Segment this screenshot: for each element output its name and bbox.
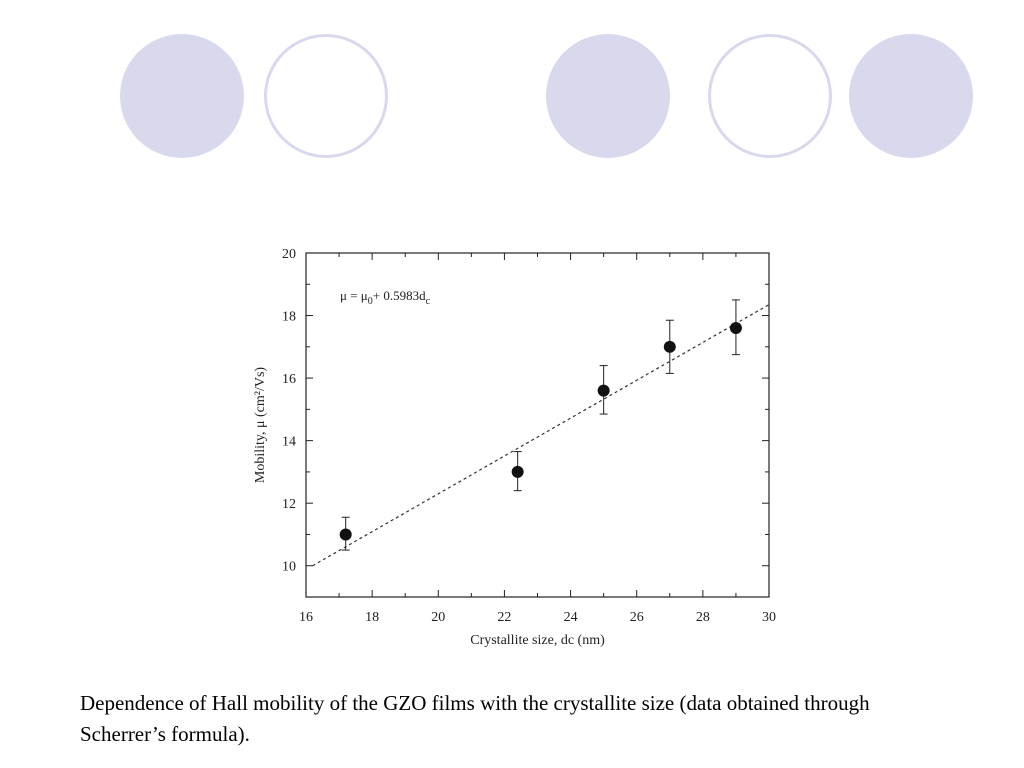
decor-circle-outline-1: [264, 34, 388, 158]
decor-circle-filled-2: [546, 34, 670, 158]
x-axis-label: Crystallite size, dc (nm): [470, 633, 605, 648]
x-tick-label: 18: [365, 610, 379, 625]
decor-circle-filled-1: [120, 34, 244, 158]
decor-circle-outline-2: [708, 34, 832, 158]
y-tick-label: 12: [282, 497, 296, 512]
fit-line: [312, 304, 770, 567]
x-tick-label: 16: [299, 610, 313, 625]
y-tick-label: 18: [282, 310, 296, 325]
x-tick-label: 30: [762, 610, 776, 625]
y-axis-label: Mobility, μ (cm²/Vs): [253, 367, 268, 484]
data-point: [511, 465, 524, 478]
data-point: [597, 384, 610, 397]
x-tick-label: 26: [630, 610, 644, 625]
data-point: [729, 322, 742, 335]
data-point: [339, 528, 352, 541]
plot-frame: [305, 252, 770, 598]
x-tick-label: 22: [497, 610, 511, 625]
x-tick-label: 20: [431, 610, 445, 625]
y-tick-label: 20: [282, 247, 296, 262]
data-point: [663, 340, 676, 353]
decor-circle-filled-3: [849, 34, 973, 158]
figure-caption: Dependence of Hall mobility of the GZO f…: [80, 691, 870, 746]
y-tick-label: 14: [282, 435, 296, 450]
x-tick-label: 28: [696, 610, 710, 625]
x-tick-label: 24: [564, 610, 578, 625]
fit-equation-annotation: μ = μ0+ 0.5983dc: [340, 288, 431, 307]
y-tick-label: 10: [282, 560, 296, 575]
mobility-vs-crystallite-chart: 16 18 20 22 24 26 28 30 10 12 14 16 18 20 Crystallite …: [253, 247, 776, 648]
y-tick-label: 16: [282, 372, 296, 387]
